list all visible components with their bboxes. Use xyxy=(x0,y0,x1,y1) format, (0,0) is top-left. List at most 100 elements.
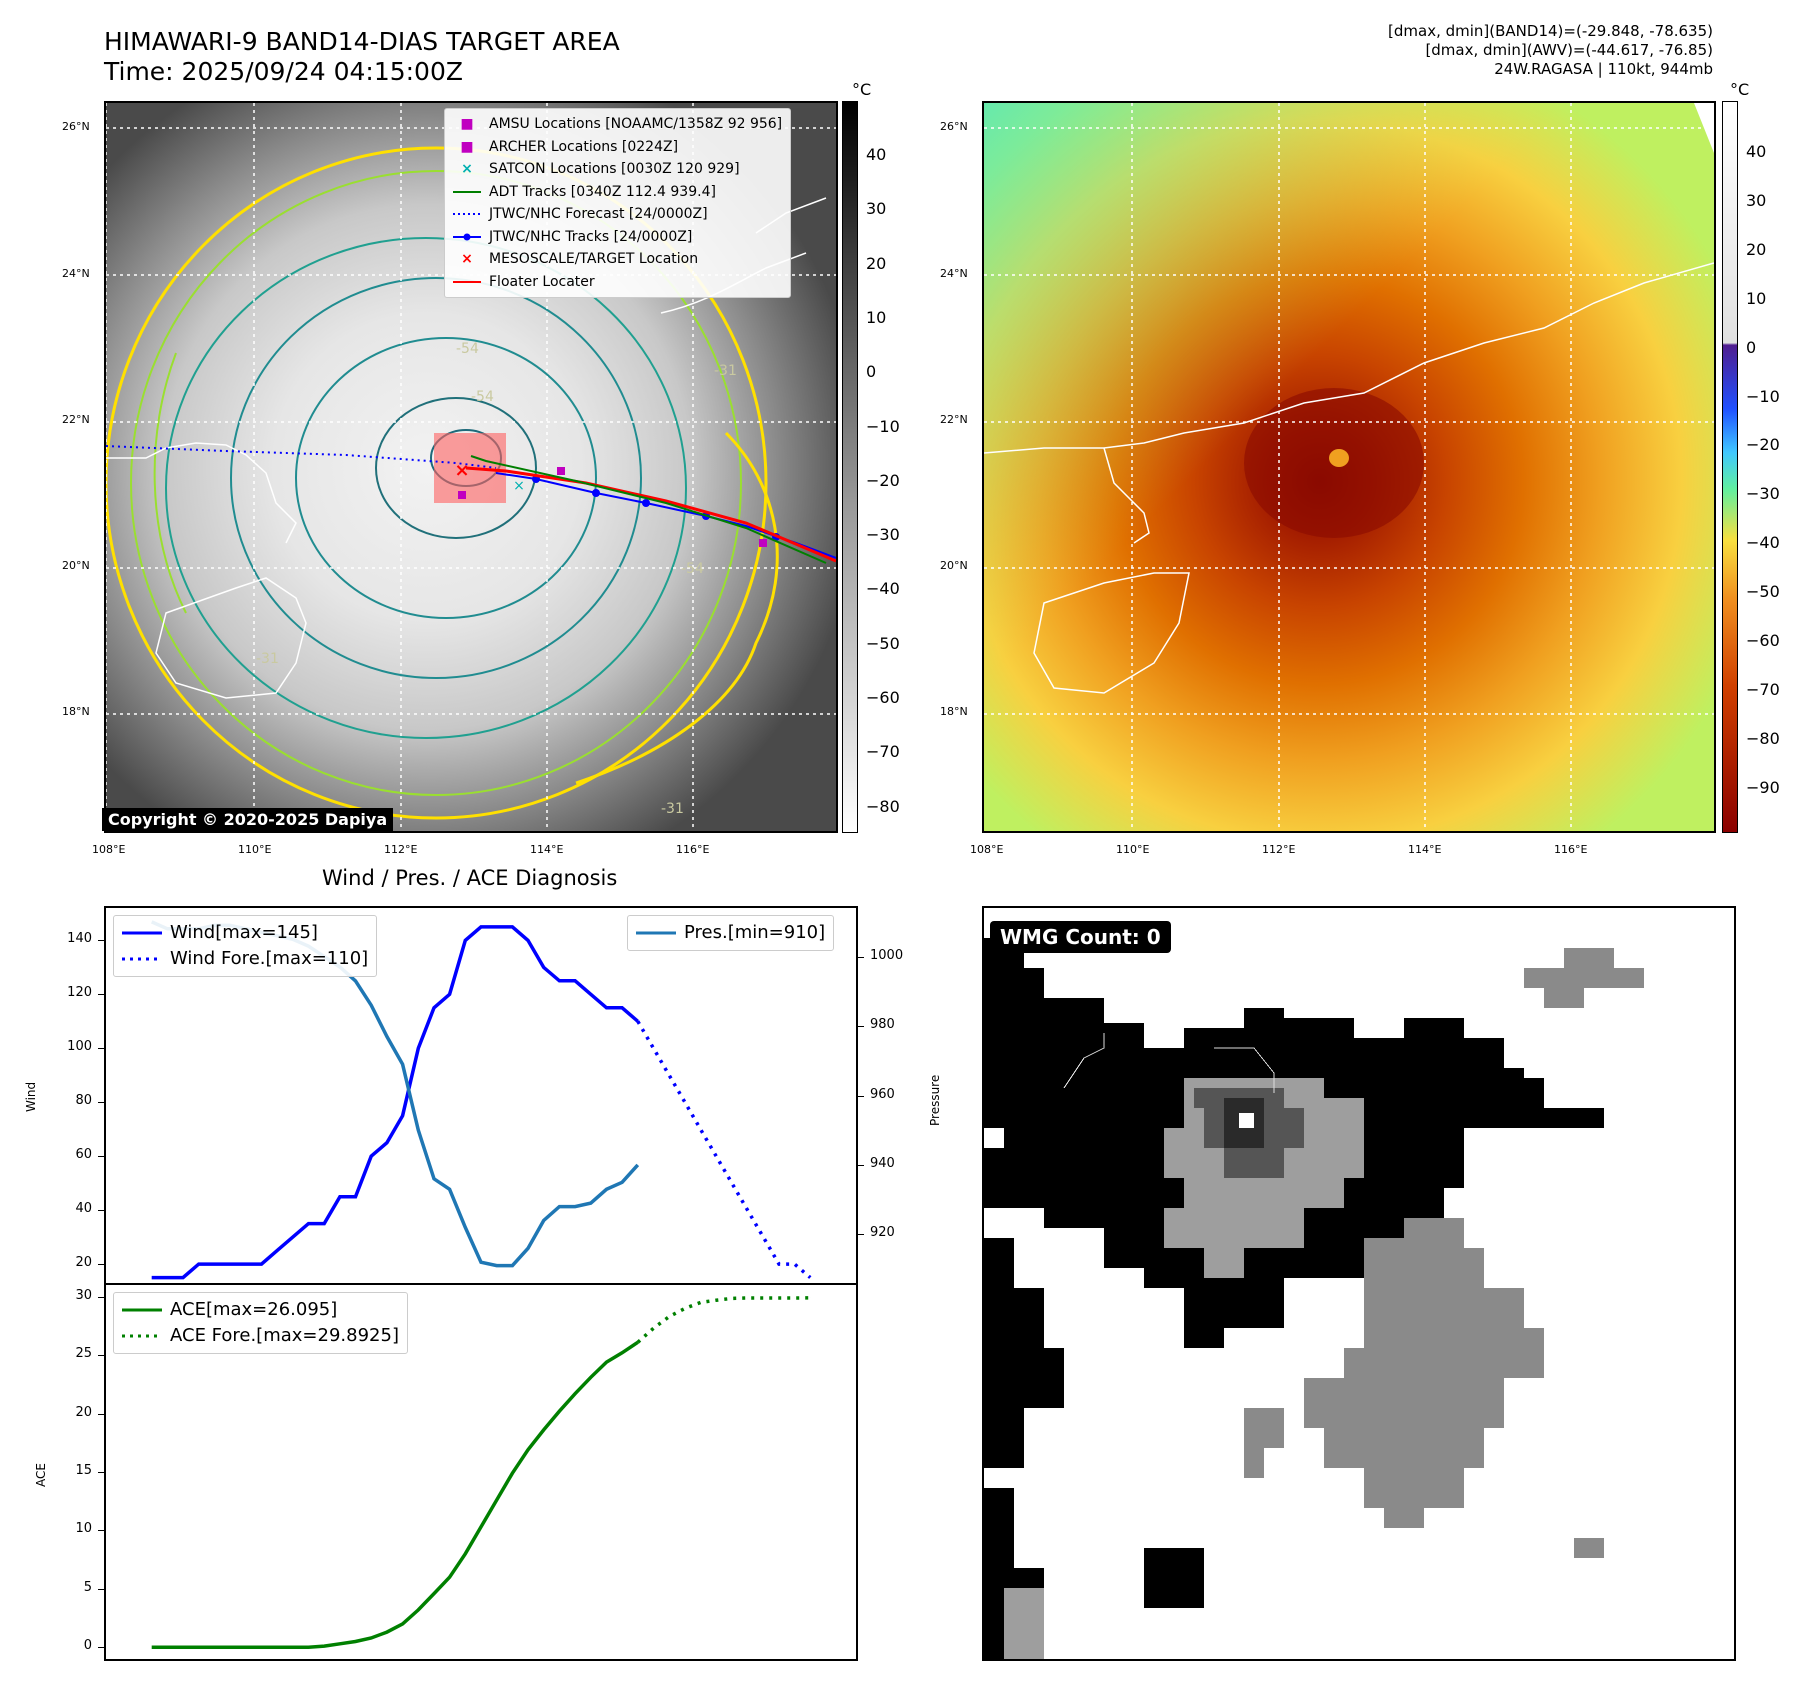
legend-item-satcon: × SATCON Locations [0030Z 120 929] xyxy=(461,161,740,177)
axis-tick-mark xyxy=(98,1210,104,1212)
colorbar-tick: −70 xyxy=(866,742,900,762)
jtwc-track-points xyxy=(532,475,780,541)
lat-label: 26°N xyxy=(62,120,90,133)
colorbar-tick: 40 xyxy=(1746,142,1767,161)
ace-legend: ACE[max=26.095] ACE Fore.[max=29.8925] xyxy=(113,1292,408,1354)
colorbar-unit: °C xyxy=(852,80,872,99)
colorbar-tick: −40 xyxy=(866,579,900,599)
colorbar-tick: −60 xyxy=(1746,631,1780,650)
axis-tick-mark xyxy=(858,956,864,958)
axis-tick-label: 20 xyxy=(75,1404,92,1420)
contour-label: -54 xyxy=(456,341,479,357)
colorbar-tick: −10 xyxy=(866,416,900,436)
lon-label: 112°E xyxy=(384,843,418,856)
colorbar-tick: 0 xyxy=(866,362,877,382)
awv-map xyxy=(984,103,1714,831)
legend-ace: ACE[max=26.095] xyxy=(170,1299,338,1320)
lon-label: 108°E xyxy=(970,843,1004,856)
awv-coastline xyxy=(984,262,1714,694)
colorbar-unit: °C xyxy=(1730,80,1750,99)
contour-label: -31 xyxy=(714,363,737,379)
colorbar-tick: −70 xyxy=(1746,679,1780,699)
title-line-2: Time: 2025/09/24 04:15:00Z xyxy=(104,57,463,86)
axis-tick-label: 10 xyxy=(75,1521,92,1537)
axis-tick-label: 80 xyxy=(75,1093,92,1109)
legend-item-amsu: ■ AMSU Locations [NOAAMC/1358Z 92 956] xyxy=(460,116,783,132)
colorbar-tick: −20 xyxy=(1746,435,1780,455)
legend-item-archer: ■ ARCHER Locations [0224Z] xyxy=(460,138,679,155)
pressure-axis-label: Pressure xyxy=(928,1074,942,1126)
info-line-1: [dmax, dmin](BAND14)=(-29.848, -78.635) xyxy=(1388,22,1713,40)
info-line-2: [dmax, dmin](AWV)=(-44.617, -76.85) xyxy=(1425,41,1713,59)
lat-label: 18°N xyxy=(940,705,968,718)
axis-tick-label: 920 xyxy=(870,1225,895,1241)
legend-wind-forecast: Wind Fore.[max=110] xyxy=(170,948,369,969)
lon-label: 114°E xyxy=(530,843,564,856)
wmg-panel xyxy=(982,906,1736,1661)
wmg-gray-band xyxy=(1244,948,1644,1558)
axis-tick-label: 120 xyxy=(67,985,92,1001)
colorbar-tick: −80 xyxy=(1746,728,1780,748)
axis-tick-mark xyxy=(98,1048,104,1050)
lat-label: 26°N xyxy=(940,120,968,133)
lon-label: 116°E xyxy=(1554,843,1588,856)
ace-plot xyxy=(151,1296,811,1650)
axis-tick-mark xyxy=(858,1234,864,1236)
lon-label: 108°E xyxy=(92,843,126,856)
satcon-marker: × xyxy=(513,478,525,494)
figure-title: HIMAWARI-9 BAND14-DIAS TARGET AREA Time:… xyxy=(104,27,620,87)
contour-label: -54 xyxy=(471,389,494,405)
lat-label: 18°N xyxy=(62,705,90,718)
title-line-1: HIMAWARI-9 BAND14-DIAS TARGET AREA xyxy=(104,27,620,56)
axis-tick-mark xyxy=(98,1264,104,1266)
series-line-wind-fore xyxy=(636,1020,812,1279)
axis-tick-label: 940 xyxy=(870,1155,895,1171)
colorbar-tick: 30 xyxy=(866,199,887,219)
legend-item-jtwc-forecast: JTWC/NHC Forecast [24/0000Z] xyxy=(453,206,708,222)
lat-label: 24°N xyxy=(940,267,968,280)
lon-label: 114°E xyxy=(1408,843,1442,856)
map-legend: ■ AMSU Locations [NOAAMC/1358Z 92 956] ■ A… xyxy=(444,108,792,298)
colorbar-tick: −20 xyxy=(866,470,900,490)
colorbar-tick: −30 xyxy=(866,525,900,545)
info-line-3: 24W.RAGASA | 110kt, 944mb xyxy=(1494,60,1713,78)
axis-tick-label: 40 xyxy=(75,1201,92,1217)
axis-tick-mark xyxy=(98,1530,104,1532)
axis-tick-label: 140 xyxy=(67,931,92,947)
wind-legend: Wind[max=145] Wind Fore.[max=110] xyxy=(113,915,378,977)
axis-tick-mark xyxy=(98,1413,104,1415)
colorbar-tick: 0 xyxy=(1746,337,1757,357)
lat-label: 22°N xyxy=(62,413,90,426)
colorbar-tick: −60 xyxy=(866,688,900,707)
wmg-count-badge: WMG Count: 0 xyxy=(990,921,1171,953)
ace-axis-label: ACE xyxy=(34,1463,48,1487)
adt-track xyxy=(470,455,827,564)
colorbar-tick: −30 xyxy=(1746,484,1780,504)
wind-axis-label: Wind xyxy=(24,1081,38,1112)
copyright-label: Copyright © 2020-2025 Dapiya xyxy=(102,808,394,831)
axis-tick-label: 1000 xyxy=(870,947,904,963)
axis-tick-mark xyxy=(98,1102,104,1104)
colorbar-tick: −40 xyxy=(1746,533,1780,553)
color-colorbar xyxy=(1722,101,1738,833)
axis-tick-mark xyxy=(858,1164,864,1166)
axis-tick-mark xyxy=(98,1355,104,1357)
colorbar-tick: −50 xyxy=(866,633,900,653)
axis-tick-label: 60 xyxy=(75,1147,92,1163)
axis-tick-label: 980 xyxy=(870,1017,895,1033)
awv-gridlines xyxy=(984,103,1714,831)
legend-ace-forecast: ACE Fore.[max=29.8925] xyxy=(170,1325,399,1346)
axis-tick-mark xyxy=(98,1472,104,1473)
axis-tick-label: 100 xyxy=(67,1039,92,1055)
lat-label: 20°N xyxy=(940,559,968,572)
lon-label: 110°E xyxy=(238,843,272,856)
target-x-marker: × xyxy=(454,460,469,481)
axis-tick-mark xyxy=(98,994,104,996)
lat-label: 20°N xyxy=(62,559,90,572)
series-line-ace-fore xyxy=(636,1296,811,1344)
colorbar-tick: 30 xyxy=(1746,190,1767,210)
awv-map-panel xyxy=(982,101,1716,833)
colorbar-tick: −90 xyxy=(1746,777,1780,797)
legend-item-target: × MESOSCALE/TARGET Location xyxy=(461,251,699,267)
axis-tick-mark xyxy=(98,940,104,942)
